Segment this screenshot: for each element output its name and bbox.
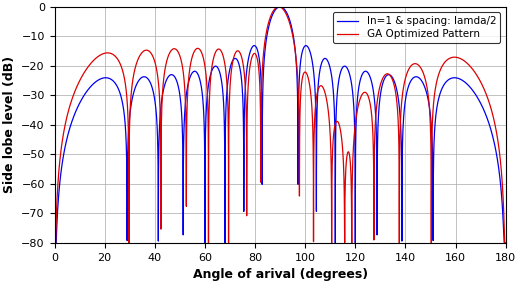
- In=1 & spacing: lamda/2: (88, -1.15): lamda/2: (88, -1.15): [272, 9, 278, 12]
- GA Optimized Pattern: [502, 241, 509, 245]
- GA Optimized Pattern: [276, 5, 282, 9]
- In=1 & spacing: lamda/2: (10.8, -31.4): lamda/2: (10.8, -31.4): [78, 98, 85, 101]
- In=1 & spacing: lamda/2: (35.3, -23.8): lamda/2: (35.3, -23.8): [140, 75, 146, 79]
- In=1 & spacing: lamda/2: (90, 0): lamda/2: (90, 0): [277, 5, 283, 9]
- Legend: In=1 & spacing: lamda/2, GA Optimized Pattern: In=1 & spacing: lamda/2, GA Optimized Pa…: [333, 12, 500, 43]
- Line: GA Optimized Pattern: GA Optimized Pattern: [54, 7, 506, 243]
- GA Optimized Pattern: [140, 50, 146, 53]
- GA Optimized Pattern: [78, 76, 85, 79]
- GA Optimized Pattern: [70, 94, 76, 97]
- Y-axis label: Side lobe level (dB): Side lobe level (dB): [3, 56, 16, 193]
- In=1 & spacing: lamda/2: (0.81, -76.1): lamda/2: (0.81, -76.1): [53, 230, 60, 233]
- GA Optimized Pattern: [272, 7, 278, 10]
- In=1 & spacing: lamda/2: (0, -80): lamda/2: (0, -80): [51, 241, 58, 245]
- In=1 & spacing: lamda/2: (180, -80): lamda/2: (180, -80): [502, 241, 509, 245]
- In=1 & spacing: lamda/2: (170, -33.5): lamda/2: (170, -33.5): [479, 104, 485, 107]
- X-axis label: Angle of arival (degrees): Angle of arival (degrees): [193, 268, 367, 281]
- Line: In=1 & spacing: lamda/2: In=1 & spacing: lamda/2: [54, 7, 506, 243]
- GA Optimized Pattern: [53, 208, 60, 211]
- GA Optimized Pattern: [51, 241, 58, 245]
- GA Optimized Pattern: [479, 82, 485, 86]
- In=1 & spacing: lamda/2: (7.45, -37.6): lamda/2: (7.45, -37.6): [70, 116, 76, 120]
